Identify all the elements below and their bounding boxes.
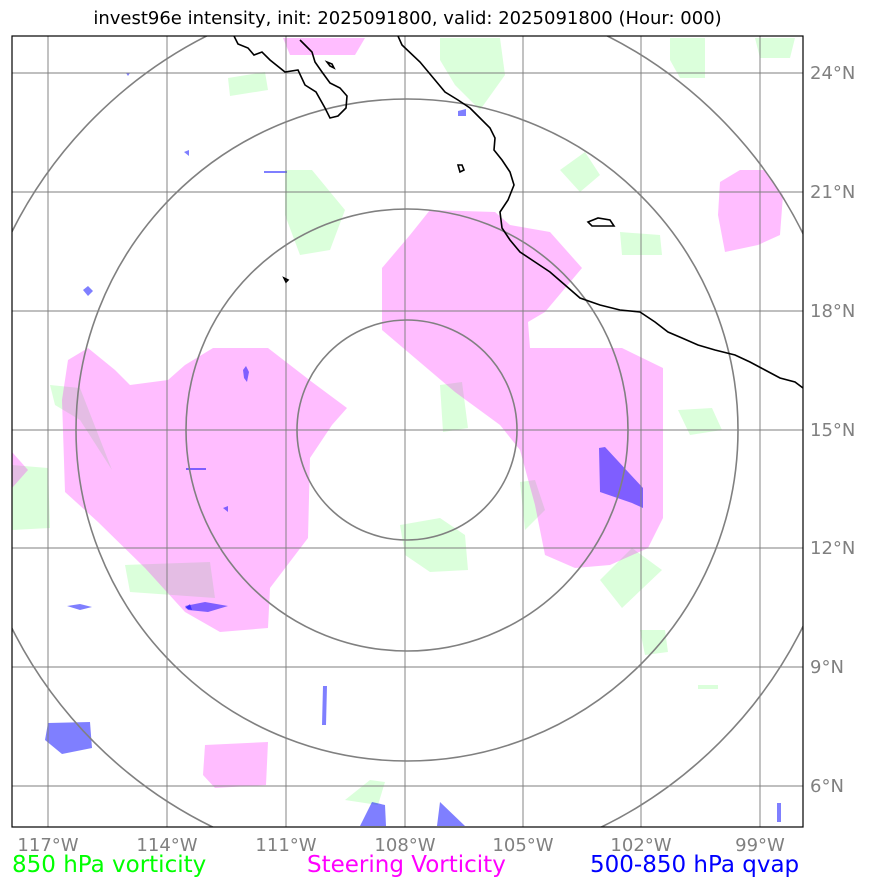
legend-qvap: 500-850 hPa qvap (590, 852, 800, 878)
map-plot-area (12, 36, 803, 827)
lat-tick-label: 21°N (810, 182, 855, 203)
lat-tick-label: 24°N (810, 63, 855, 84)
lon-tick-label: 108°W (374, 835, 435, 856)
lon-tick-label: 111°W (255, 835, 316, 856)
lon-tick-labels: 117°W 114°W 111°W 108°W 105°W 102°W 99°W (17, 835, 785, 856)
map-title: invest96e intensity, init: 2025091800, v… (93, 8, 722, 29)
legend-850-vorticity: 850 hPa vorticity (12, 852, 207, 878)
plot-frame (11, 35, 804, 828)
lon-tick-label: 114°W (136, 835, 197, 856)
lat-tick-label: 6°N (810, 776, 844, 797)
qvap-layer (45, 73, 781, 826)
coastline (233, 36, 803, 389)
lon-tick-label: 99°W (735, 835, 785, 856)
lat-tick-label: 9°N (810, 657, 844, 678)
lon-tick-label: 102°W (610, 835, 671, 856)
range-rings (12, 36, 803, 827)
legend-steering-vorticity: Steering Vorticity (307, 852, 506, 878)
lon-tick-label: 117°W (17, 835, 78, 856)
steering-vorticity-layer (12, 38, 783, 788)
lat-tick-label: 12°N (810, 538, 855, 559)
vorticity-850-layer (12, 38, 795, 805)
lat-tick-label: 18°N (810, 301, 855, 322)
lat-tick-labels: 24°N 21°N 18°N 15°N 12°N 9°N 6°N (810, 63, 855, 797)
lat-tick-label: 15°N (810, 420, 855, 441)
lon-tick-label: 105°W (492, 835, 553, 856)
